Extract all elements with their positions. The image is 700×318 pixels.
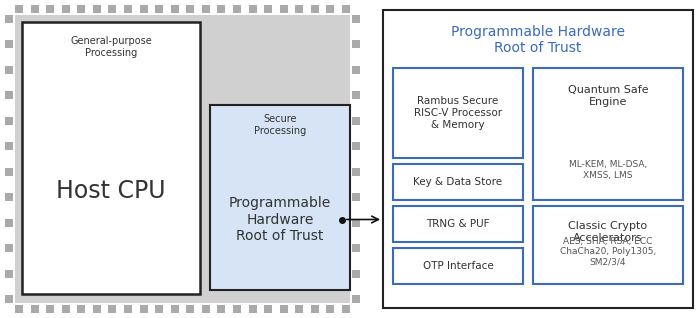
Bar	[5, 117, 13, 125]
Bar	[352, 117, 360, 125]
Text: Host CPU: Host CPU	[56, 179, 166, 203]
Bar	[5, 15, 13, 23]
Bar	[15, 305, 23, 313]
Bar	[383, 10, 693, 308]
Bar	[31, 305, 38, 313]
Text: Quantum Safe
Engine: Quantum Safe Engine	[568, 85, 648, 107]
Text: AES, SHA, RSA, ECC
ChaCha20, Poly1305,
SM2/3/4: AES, SHA, RSA, ECC ChaCha20, Poly1305, S…	[560, 237, 656, 267]
Bar	[5, 295, 13, 303]
Bar	[342, 305, 350, 313]
Bar	[342, 5, 350, 13]
Bar	[352, 295, 360, 303]
Bar	[5, 193, 13, 201]
Bar	[62, 305, 70, 313]
Bar	[139, 5, 148, 13]
Bar	[352, 66, 360, 74]
Bar	[46, 5, 54, 13]
Bar	[352, 270, 360, 278]
Bar	[326, 305, 335, 313]
Bar	[31, 5, 38, 13]
Bar	[311, 305, 319, 313]
Bar	[93, 5, 101, 13]
Bar	[155, 305, 163, 313]
Bar	[202, 5, 210, 13]
Bar	[171, 305, 178, 313]
Bar	[393, 68, 523, 158]
Bar	[233, 5, 241, 13]
Bar	[210, 105, 350, 290]
Text: Programmable Hardware
Root of Trust: Programmable Hardware Root of Trust	[451, 25, 625, 55]
Bar	[233, 305, 241, 313]
Bar	[139, 305, 148, 313]
Bar	[393, 164, 523, 200]
Bar	[5, 142, 13, 150]
Text: Classic Crypto
Accelerators: Classic Crypto Accelerators	[568, 221, 648, 243]
Bar	[264, 5, 272, 13]
Bar	[5, 219, 13, 227]
Bar	[248, 5, 257, 13]
Text: OTP Interface: OTP Interface	[423, 261, 494, 271]
Bar	[202, 305, 210, 313]
Bar	[295, 305, 303, 313]
Bar	[393, 248, 523, 284]
Bar	[311, 5, 319, 13]
Bar	[218, 5, 225, 13]
Bar	[352, 15, 360, 23]
Bar	[352, 244, 360, 252]
Bar	[15, 15, 350, 303]
Bar	[248, 305, 257, 313]
Bar	[155, 5, 163, 13]
Bar	[5, 244, 13, 252]
Bar	[124, 5, 132, 13]
Bar	[218, 305, 225, 313]
Bar	[5, 168, 13, 176]
Bar	[264, 305, 272, 313]
Text: Programmable
Hardware
Root of Trust: Programmable Hardware Root of Trust	[229, 196, 331, 243]
Bar	[15, 5, 23, 13]
Bar	[352, 40, 360, 48]
Text: ML-KEM, ML-DSA,
XMSS, LMS: ML-KEM, ML-DSA, XMSS, LMS	[569, 160, 647, 180]
Bar	[186, 5, 195, 13]
Text: TRNG & PUF: TRNG & PUF	[426, 219, 490, 229]
Bar	[352, 193, 360, 201]
Bar	[77, 305, 85, 313]
Bar	[46, 305, 54, 313]
Bar	[108, 5, 116, 13]
Text: Rambus Secure
RISC-V Processor
& Memory: Rambus Secure RISC-V Processor & Memory	[414, 96, 502, 130]
Bar	[326, 5, 335, 13]
Bar	[5, 66, 13, 74]
Bar	[280, 305, 288, 313]
Text: Key & Data Store: Key & Data Store	[414, 177, 503, 187]
Bar	[533, 206, 683, 284]
Bar	[533, 68, 683, 200]
Bar	[352, 219, 360, 227]
Bar	[5, 270, 13, 278]
Bar	[171, 5, 178, 13]
Bar	[62, 5, 70, 13]
Bar	[108, 305, 116, 313]
Bar	[352, 142, 360, 150]
Bar	[77, 5, 85, 13]
Bar	[5, 40, 13, 48]
Bar	[93, 305, 101, 313]
Bar	[295, 5, 303, 13]
Text: Secure
Processing: Secure Processing	[254, 114, 306, 136]
Bar	[5, 91, 13, 99]
Bar	[186, 305, 195, 313]
Bar	[352, 91, 360, 99]
Bar	[22, 22, 200, 294]
Bar	[124, 305, 132, 313]
Text: General-purpose
Processing: General-purpose Processing	[70, 36, 152, 58]
Bar	[352, 168, 360, 176]
Bar	[280, 5, 288, 13]
Bar	[393, 206, 523, 242]
